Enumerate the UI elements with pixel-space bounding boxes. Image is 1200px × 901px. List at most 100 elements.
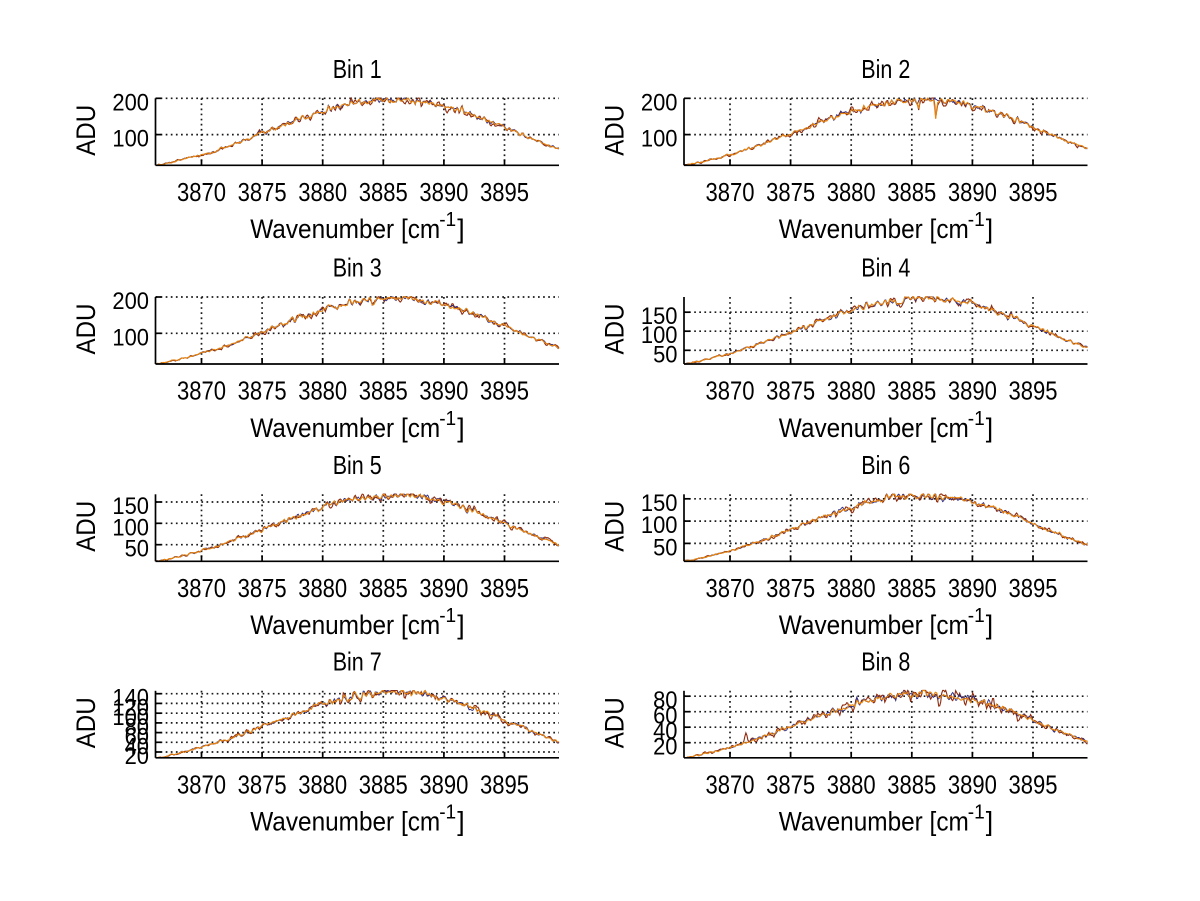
svg-text:3875: 3875 [766, 575, 815, 603]
svg-text:Bin 6: Bin 6 [861, 450, 910, 480]
svg-text:3875: 3875 [238, 179, 287, 207]
svg-text:ADU: ADU [71, 105, 101, 156]
svg-text:100: 100 [112, 704, 149, 731]
svg-text:3870: 3870 [706, 378, 755, 406]
svg-text:ADU: ADU [71, 304, 101, 355]
svg-text:3890: 3890 [419, 378, 468, 406]
svg-text:-1: -1 [439, 605, 456, 627]
svg-text:3880: 3880 [827, 378, 876, 406]
svg-text:3885: 3885 [887, 575, 936, 603]
svg-text:-1: -1 [439, 408, 456, 430]
svg-text:]: ] [457, 214, 464, 244]
svg-text:3895: 3895 [1009, 179, 1058, 207]
svg-text:]: ] [986, 214, 993, 244]
svg-text:3875: 3875 [766, 771, 815, 799]
svg-text:-1: -1 [439, 209, 456, 231]
svg-text:3890: 3890 [419, 771, 468, 799]
svg-text:3880: 3880 [827, 771, 876, 799]
svg-text:50: 50 [653, 534, 677, 561]
svg-text:200: 200 [112, 89, 149, 116]
svg-text:3885: 3885 [359, 575, 408, 603]
svg-text:Wavenumber [cm: Wavenumber [cm [779, 807, 969, 837]
svg-text:3870: 3870 [177, 179, 226, 207]
svg-text:3880: 3880 [298, 179, 347, 207]
svg-text:3870: 3870 [177, 575, 226, 603]
svg-text:140: 140 [112, 685, 149, 712]
svg-text:3895: 3895 [480, 378, 529, 406]
svg-text:200: 200 [641, 89, 678, 116]
svg-text:Wavenumber [cm: Wavenumber [cm [779, 610, 969, 640]
svg-text:3890: 3890 [948, 771, 997, 799]
svg-text:3890: 3890 [948, 575, 997, 603]
svg-text:100: 100 [112, 324, 149, 351]
svg-text:3895: 3895 [1009, 575, 1058, 603]
svg-text:40: 40 [125, 733, 149, 760]
svg-text:]: ] [986, 807, 993, 837]
svg-text:3870: 3870 [706, 179, 755, 207]
svg-text:3885: 3885 [887, 378, 936, 406]
svg-text:150: 150 [112, 493, 149, 520]
svg-text:100: 100 [641, 512, 678, 539]
svg-text:200: 200 [112, 288, 149, 315]
svg-text:3875: 3875 [238, 575, 287, 603]
svg-text:ADU: ADU [71, 501, 101, 552]
svg-text:-1: -1 [968, 605, 985, 627]
svg-text:3890: 3890 [419, 179, 468, 207]
svg-text:3875: 3875 [238, 378, 287, 406]
svg-text:ADU: ADU [600, 501, 630, 552]
svg-text:150: 150 [641, 490, 678, 517]
svg-text:20: 20 [653, 734, 677, 761]
svg-text:Bin 2: Bin 2 [861, 54, 910, 84]
svg-text:50: 50 [653, 341, 677, 368]
svg-text:3870: 3870 [177, 378, 226, 406]
svg-text:3880: 3880 [298, 378, 347, 406]
svg-text:]: ] [986, 413, 993, 443]
svg-text:Bin 1: Bin 1 [333, 54, 382, 84]
svg-text:-1: -1 [968, 802, 985, 824]
svg-text:3870: 3870 [706, 771, 755, 799]
svg-text:3885: 3885 [887, 771, 936, 799]
svg-text:3895: 3895 [1009, 771, 1058, 799]
svg-text:100: 100 [112, 514, 149, 541]
svg-text:]: ] [986, 610, 993, 640]
svg-text:3895: 3895 [480, 771, 529, 799]
svg-text:3885: 3885 [359, 179, 408, 207]
svg-text:20: 20 [125, 743, 149, 770]
svg-text:80: 80 [653, 687, 677, 714]
svg-text:3885: 3885 [359, 378, 408, 406]
svg-text:3875: 3875 [766, 179, 815, 207]
svg-text:50: 50 [125, 536, 149, 563]
svg-text:3895: 3895 [480, 575, 529, 603]
svg-text:40: 40 [653, 718, 677, 745]
svg-text:ADU: ADU [600, 304, 630, 355]
svg-text:Bin 7: Bin 7 [333, 646, 382, 676]
svg-text:3890: 3890 [948, 378, 997, 406]
svg-text:3890: 3890 [419, 575, 468, 603]
svg-text:Wavenumber [cm: Wavenumber [cm [250, 807, 440, 837]
svg-text:-1: -1 [968, 209, 985, 231]
svg-text:-1: -1 [439, 802, 456, 824]
svg-text:Wavenumber [cm: Wavenumber [cm [250, 214, 440, 244]
svg-text:60: 60 [125, 724, 149, 751]
svg-text:3880: 3880 [298, 771, 347, 799]
svg-text:150: 150 [641, 303, 678, 330]
svg-text:]: ] [457, 610, 464, 640]
svg-text:3885: 3885 [359, 771, 408, 799]
svg-text:Bin 4: Bin 4 [861, 253, 910, 283]
svg-text:ADU: ADU [71, 697, 101, 748]
svg-text:3890: 3890 [948, 179, 997, 207]
svg-text:3870: 3870 [706, 575, 755, 603]
svg-text:Wavenumber [cm: Wavenumber [cm [250, 610, 440, 640]
svg-text:3895: 3895 [480, 179, 529, 207]
svg-text:Bin 3: Bin 3 [333, 253, 382, 283]
svg-text:100: 100 [641, 126, 678, 153]
svg-text:80: 80 [125, 714, 149, 741]
svg-text:3885: 3885 [887, 179, 936, 207]
svg-text:3870: 3870 [177, 771, 226, 799]
svg-text:3880: 3880 [298, 575, 347, 603]
svg-text:Wavenumber [cm: Wavenumber [cm [779, 413, 969, 443]
svg-text:Wavenumber [cm: Wavenumber [cm [250, 413, 440, 443]
svg-text:100: 100 [112, 126, 149, 153]
svg-text:100: 100 [641, 322, 678, 349]
svg-text:120: 120 [112, 694, 149, 721]
